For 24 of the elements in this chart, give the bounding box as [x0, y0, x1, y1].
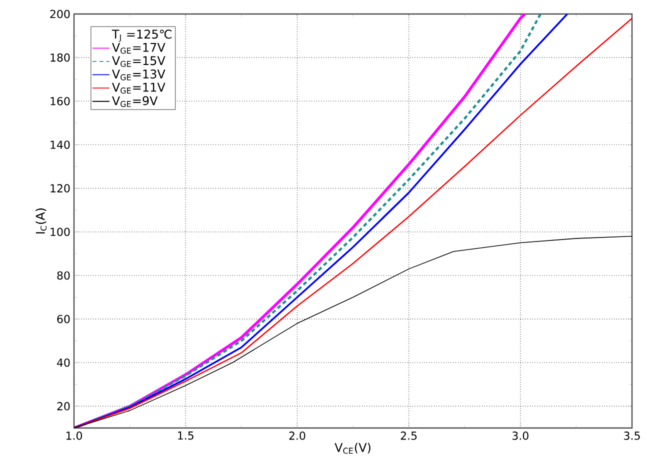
legend-label: V$_{GE}$=9V [112, 96, 158, 107]
y-tick-label: 200 [50, 10, 70, 18]
legend-label: V$_{GE}$=17V [112, 43, 166, 54]
legend-title: T$_{J}$ =125℃ [112, 30, 172, 42]
y-axis-title: I$_{C}$(A) [36, 208, 47, 234]
y-tick-label: 80 [57, 271, 70, 280]
y-tick-label: 20 [57, 402, 70, 410]
y-tick-label: 100 [50, 228, 70, 236]
x-tick-label: 2.0 [289, 432, 306, 440]
y-tick-label: 120 [50, 184, 70, 192]
y-tick-label: 180 [50, 53, 70, 62]
y-tick-label: 160 [50, 97, 70, 106]
y-tick-label: 40 [57, 358, 70, 367]
legend-label: V$_{GE}$=15V [112, 56, 166, 67]
x-axis-title: V$_{CE}$(V) [334, 442, 370, 454]
x-tick-label: 1.5 [178, 432, 194, 440]
x-tick-label: 3.5 [624, 432, 640, 440]
x-tick-label: 1.0 [66, 432, 82, 440]
legend-label: V$_{GE}$=11V [112, 82, 166, 94]
y-tick-label: 60 [57, 314, 70, 324]
y-tick-label: 140 [50, 140, 70, 149]
x-tick-label: 2.5 [400, 432, 417, 440]
legend-label: V$_{GE}$=13V [112, 70, 166, 80]
x-tick-label: 3.0 [512, 432, 528, 440]
